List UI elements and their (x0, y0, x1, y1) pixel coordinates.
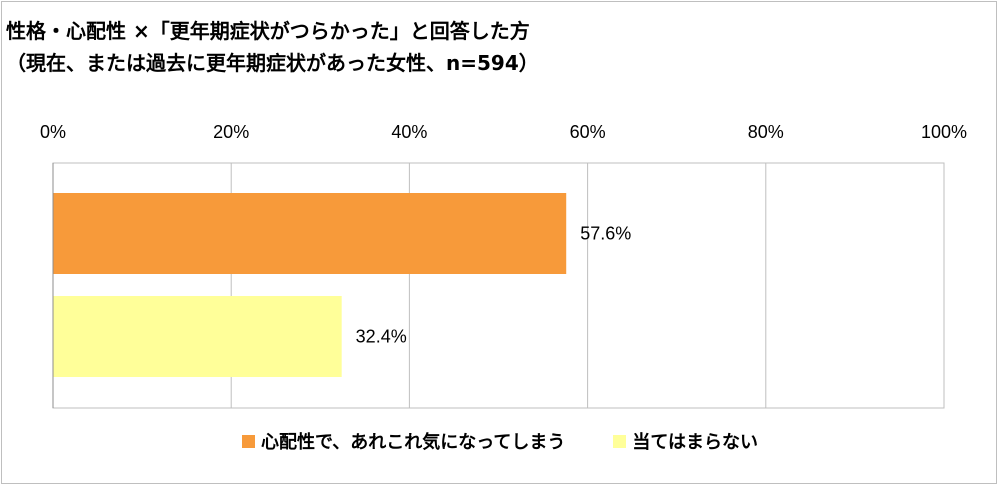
chart-title: 性格・心配性 ×「更年期症状がつらかった」と回答した方 (6, 19, 530, 43)
x-tick-label-20: 20% (213, 122, 249, 142)
legend-swatch-worrier (241, 434, 255, 448)
legend-item-not-applicable: 当てはまらない (613, 428, 758, 454)
legend-label-worrier: 心配性で、あれこれ気になってしまう (260, 432, 566, 453)
x-tick-label-80: 80% (748, 122, 784, 142)
legend-label-not-applicable: 当てはまらない (632, 432, 759, 453)
data-label-1: 32.4% (356, 327, 407, 347)
x-tick-label-0: 0% (40, 122, 66, 142)
chart-subtitle: （現在、または過去に更年期症状があった女性、n=594） (6, 51, 539, 75)
bar-1 (53, 296, 342, 377)
bar-0 (53, 193, 567, 274)
x-tick-label-60: 60% (570, 122, 606, 142)
legend: 心配性で、あれこれ気になってしまう 当てはまらない (0, 428, 1000, 454)
data-label-0: 57.6% (580, 224, 631, 244)
x-tick-label-40: 40% (391, 122, 427, 142)
legend-swatch-not-applicable (613, 434, 627, 448)
legend-item-worrier: 心配性で、あれこれ気になってしまう (241, 428, 566, 454)
x-tick-label-100: 100% (921, 122, 967, 142)
